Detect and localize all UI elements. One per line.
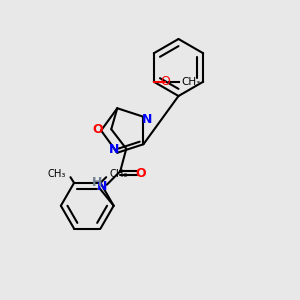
Text: O: O [160, 75, 170, 88]
Text: N: N [109, 143, 119, 156]
Text: N: N [142, 112, 152, 126]
Text: O: O [92, 122, 103, 136]
Text: H: H [92, 176, 102, 189]
Text: N: N [97, 180, 107, 193]
Text: CH₃: CH₃ [182, 77, 201, 87]
Text: CH₃: CH₃ [109, 169, 128, 179]
Text: CH₃: CH₃ [48, 169, 66, 179]
Text: O: O [135, 167, 146, 179]
